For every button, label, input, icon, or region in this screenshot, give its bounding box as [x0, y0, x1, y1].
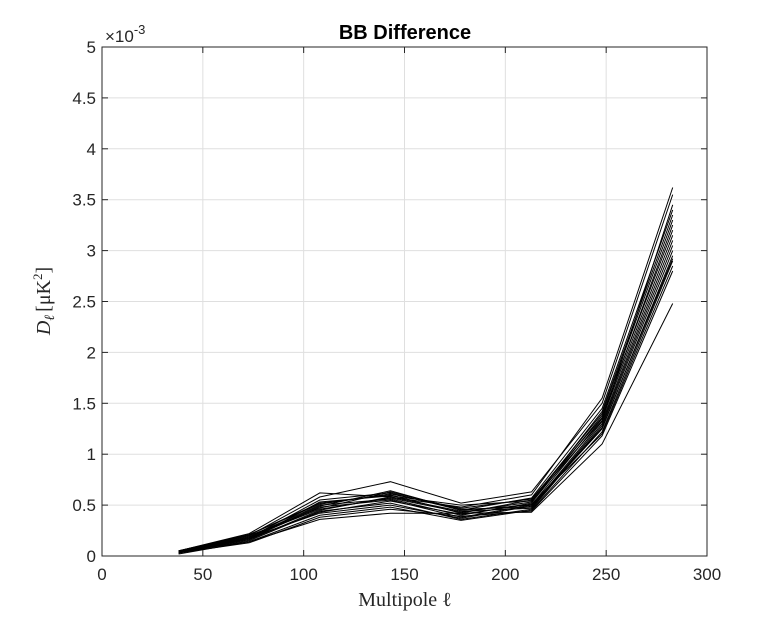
y-tick-label: 0	[87, 547, 96, 566]
series-line-17	[178, 303, 674, 553]
x-tick-label: 50	[193, 565, 212, 584]
y-tick-label: 3	[87, 242, 96, 261]
x-tick-label: 0	[97, 565, 106, 584]
x-tick-label: 300	[693, 565, 721, 584]
y-multiplier: ×10-3	[105, 22, 145, 46]
x-tick-label: 100	[289, 565, 317, 584]
series-line-12	[178, 265, 674, 552]
y-axis-label: Dℓ[μK2]	[30, 267, 58, 336]
y-tick-label: 3.5	[72, 191, 96, 210]
axis-tick-labels: 0 50 100 150 200 250 300 0 0.5 1 1.5 2 2.5 3 3.5 4 4.5 5	[72, 38, 721, 584]
y-tick-label: 2.5	[72, 293, 96, 312]
y-tick-label: 4.5	[72, 89, 96, 108]
series-line-18	[178, 258, 674, 553]
y-tick-label: 2	[87, 343, 96, 362]
y-tick-label: 4	[87, 140, 96, 159]
series-lines	[178, 187, 674, 555]
y-multiplier-exponent: -3	[134, 22, 146, 37]
series-line-2	[178, 194, 674, 553]
series-line-15	[178, 224, 674, 552]
x-axis-label: Multipole ℓ	[358, 589, 451, 611]
y-tick-label: 1.5	[72, 394, 96, 413]
x-tick-label: 200	[491, 565, 519, 584]
y-multiplier-base: ×10	[105, 27, 134, 46]
grid	[101, 46, 708, 557]
x-tick-label: 250	[592, 565, 620, 584]
x-tick-label: 150	[390, 565, 418, 584]
y-tick-label: 0.5	[72, 496, 96, 515]
y-tick-label: 1	[87, 445, 96, 464]
series-line-13	[178, 270, 674, 554]
y-tick-label: 5	[87, 38, 96, 57]
series-line-1	[178, 187, 674, 552]
chart-title: BB Difference	[339, 22, 471, 44]
series-line-8	[178, 245, 674, 553]
axis-ticks	[101, 46, 708, 557]
